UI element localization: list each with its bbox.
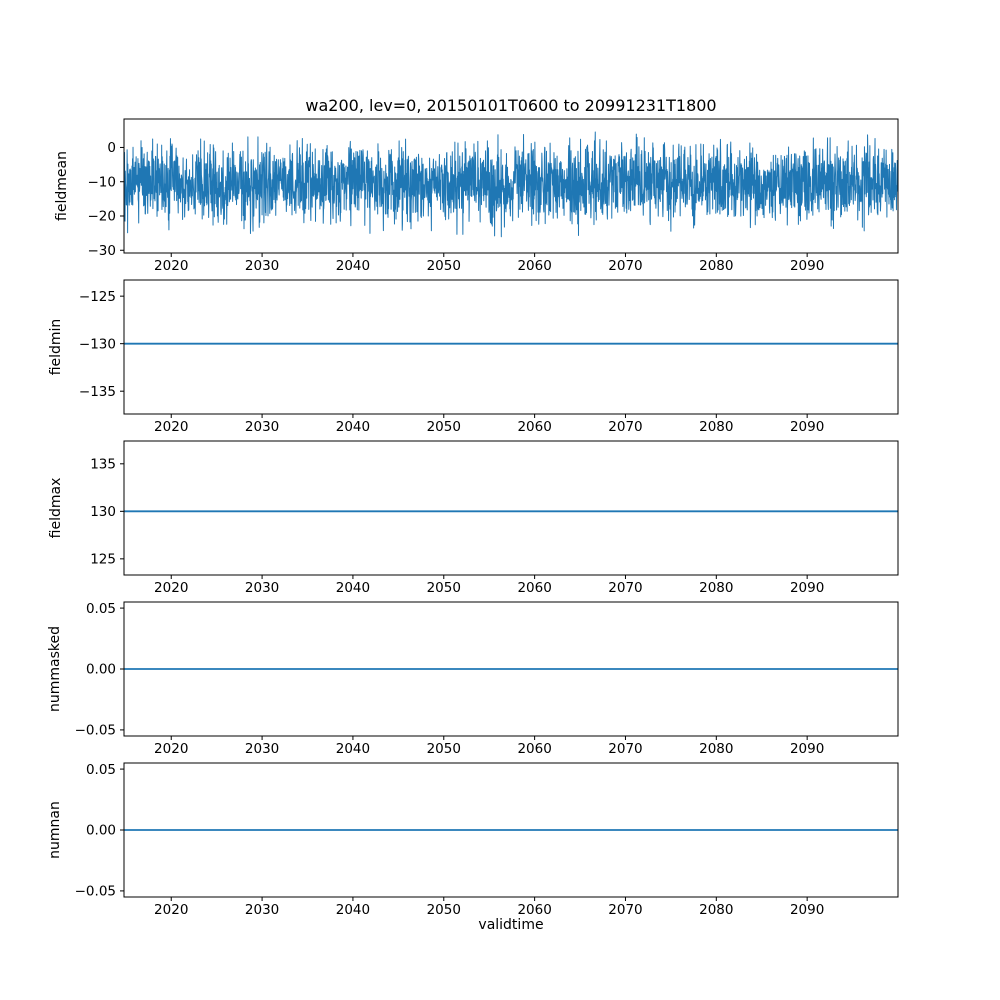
x-tick-label: 2030: [245, 258, 279, 274]
y-tick-label: −0.05: [75, 884, 116, 900]
y-tick-label: −20: [88, 209, 117, 225]
x-tick-label: 2050: [427, 419, 461, 435]
x-tick-label: 2060: [517, 902, 551, 918]
y-tick-label: 0.05: [86, 601, 116, 617]
axes-frame-fieldmax: [123, 440, 899, 576]
x-tick-label: 2020: [154, 258, 188, 274]
y-tick-label: −10: [88, 174, 117, 190]
x-tick-label: 2060: [517, 741, 551, 757]
y-tick-label: 125: [90, 552, 116, 568]
y-tick-label: −125: [79, 289, 116, 305]
y-tick-label: 130: [90, 504, 116, 520]
x-tick-label: 2020: [154, 580, 188, 596]
x-tick-label: 2070: [608, 258, 642, 274]
y-axis-label-fieldmin: fieldmin: [48, 318, 64, 376]
x-tick-label: 2090: [790, 902, 824, 918]
x-tick-label: 2040: [336, 258, 370, 274]
x-tick-label: 2030: [245, 741, 279, 757]
x-tick-label: 2070: [608, 580, 642, 596]
x-tick-label: 2020: [154, 419, 188, 435]
y-axis-label-fieldmax: fieldmax: [48, 477, 64, 539]
x-tick-label: 2020: [154, 902, 188, 918]
x-tick-label: 2060: [517, 419, 551, 435]
x-tick-label: 2040: [336, 902, 370, 918]
y-axis-label-fieldmean: fieldmean: [54, 151, 70, 221]
x-tick-label: 2030: [245, 902, 279, 918]
x-axis-label: validtime: [478, 917, 544, 933]
x-tick-label: 2090: [790, 419, 824, 435]
x-tick-label: 2050: [427, 902, 461, 918]
x-tick-label: 2080: [699, 580, 733, 596]
x-tick-label: 2040: [336, 580, 370, 596]
y-tick-label: −30: [88, 243, 117, 259]
y-axis-label-numnan: numnan: [47, 801, 63, 859]
y-tick-label: 0: [107, 140, 116, 156]
axes-frame-numnan: [123, 762, 899, 898]
x-tick-label: 2060: [517, 258, 551, 274]
y-tick-label: 135: [90, 457, 116, 473]
axes-frame-fieldmin: [123, 279, 899, 415]
x-tick-label: 2090: [790, 580, 824, 596]
x-tick-label: 2070: [608, 419, 642, 435]
y-tick-label: −0.05: [75, 723, 116, 739]
x-tick-label: 2030: [245, 419, 279, 435]
x-tick-label: 2090: [790, 258, 824, 274]
x-tick-label: 2070: [608, 741, 642, 757]
y-tick-label: −130: [79, 336, 116, 352]
x-tick-label: 2080: [699, 419, 733, 435]
y-axis-label-nummasked: nummasked: [47, 625, 63, 713]
axes-frame-fieldmean: [123, 118, 899, 254]
x-tick-label: 2080: [699, 902, 733, 918]
y-tick-label: 0.05: [86, 762, 116, 778]
x-tick-label: 2040: [336, 741, 370, 757]
x-tick-label: 2050: [427, 580, 461, 596]
y-tick-label: 0.00: [86, 823, 116, 839]
x-tick-label: 2050: [427, 741, 461, 757]
x-tick-label: 2080: [699, 258, 733, 274]
x-tick-label: 2040: [336, 419, 370, 435]
y-tick-label: −135: [79, 384, 116, 400]
x-tick-label: 2030: [245, 580, 279, 596]
x-tick-label: 2060: [517, 580, 551, 596]
x-tick-label: 2020: [154, 741, 188, 757]
x-tick-label: 2070: [608, 902, 642, 918]
y-tick-label: 0.00: [86, 662, 116, 678]
axes-frame-nummasked: [123, 601, 899, 737]
x-tick-label: 2090: [790, 741, 824, 757]
x-tick-label: 2080: [699, 741, 733, 757]
series-line-fieldmean: [123, 131, 899, 238]
figure-title: wa200, lev=0, 20150101T0600 to 20991231T…: [305, 96, 717, 115]
x-tick-label: 2050: [427, 258, 461, 274]
